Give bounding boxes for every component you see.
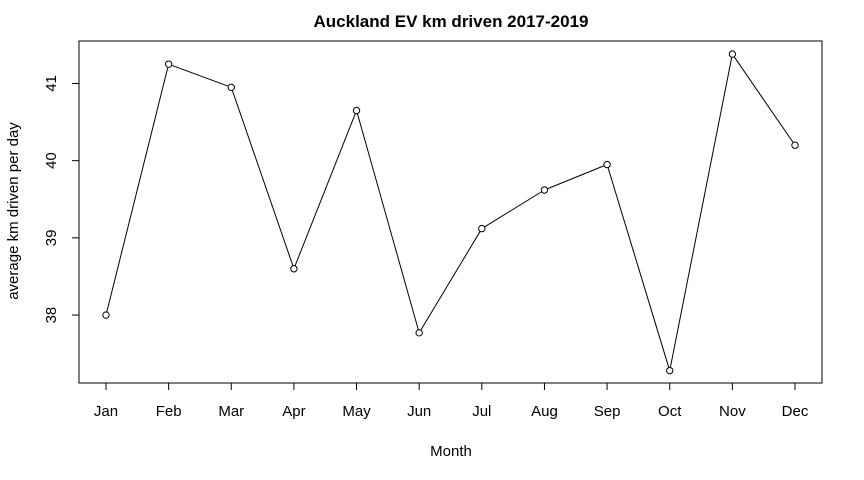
x-tick-label: Jan (94, 403, 118, 420)
data-point (540, 186, 549, 194)
x-axis-title: Month (430, 443, 472, 460)
x-tick-label: Nov (719, 403, 746, 420)
line-segment (484, 191, 542, 228)
x-tick-label: May (342, 403, 371, 420)
data-point (227, 83, 235, 92)
line-segment (171, 64, 229, 87)
data-point (415, 329, 423, 337)
line-segment (357, 113, 419, 330)
line-segment (547, 165, 604, 190)
x-tick-label: Jun (407, 403, 431, 420)
y-axis-title: average km driven per day (5, 122, 22, 300)
x-axis: Jan Feb Mar Apr May Jun Jul Aug Sep Oct Nov Dec (94, 382, 809, 420)
data-point (666, 366, 674, 375)
data-point (603, 160, 611, 169)
x-tick-label: Jul (472, 403, 491, 420)
y-tick-label: 40 (43, 152, 60, 169)
x-tick-label: Oct (658, 403, 682, 420)
line-segment (420, 231, 481, 330)
line-segment (607, 167, 670, 368)
line-segment (294, 113, 356, 266)
data-point (290, 265, 298, 273)
line-segment (106, 67, 169, 312)
line-segment (231, 90, 294, 266)
y-tick-label: 39 (43, 230, 60, 247)
data-point (102, 311, 110, 319)
y-axis: 38 39 40 41 (43, 75, 80, 324)
line-segment (733, 56, 794, 143)
y-tick-label: 38 (43, 307, 60, 324)
x-tick-label: Mar (218, 403, 244, 420)
data-series (102, 50, 799, 375)
plot-area-frame (78, 40, 823, 384)
data-point (352, 106, 361, 115)
data-point (478, 224, 486, 233)
data-point (164, 60, 173, 68)
data-point (728, 50, 737, 58)
x-tick-label: Dec (782, 403, 809, 420)
data-point (791, 141, 799, 149)
y-tick-label: 41 (43, 75, 60, 92)
line-segment (669, 57, 733, 368)
x-tick-label: Sep (594, 403, 621, 420)
x-tick-label: Apr (282, 403, 305, 420)
x-tick-label: Feb (156, 403, 182, 420)
x-tick-label: Aug (531, 403, 558, 420)
chart-title: Auckland EV km driven 2017-2019 (314, 12, 589, 31)
